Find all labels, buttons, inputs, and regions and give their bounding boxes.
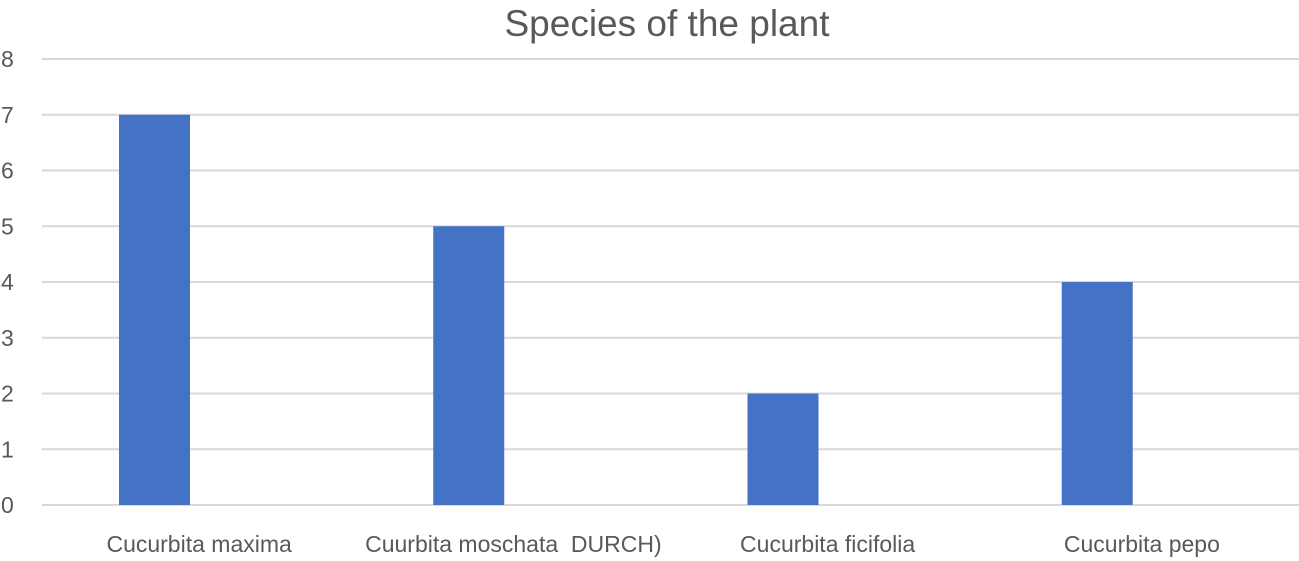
x-category-label: Cucurbita maxima — [106, 531, 292, 557]
y-tick-label: 0 — [1, 492, 14, 518]
bar — [1061, 282, 1133, 505]
y-tick-label: 8 — [1, 46, 14, 72]
bars — [118, 114, 1133, 505]
bar — [118, 114, 190, 505]
bar — [433, 226, 505, 505]
y-tick-label: 6 — [1, 158, 14, 184]
x-category-label: Cucurbita ficifolia — [740, 531, 915, 557]
x-axis-category-labels: Cucurbita maxima Cuurbita moschata DURCH)… — [106, 531, 1219, 557]
x-category-label: Cuurbita moschata DURCH) — [365, 531, 662, 557]
y-tick-label: 4 — [1, 269, 14, 295]
bar — [747, 393, 819, 505]
y-tick-label: 7 — [1, 102, 14, 128]
x-category-label: Cucurbita pepo — [1064, 531, 1220, 557]
y-tick-label: 2 — [1, 381, 14, 407]
y-tick-label: 1 — [1, 436, 14, 462]
chart-title: Species of the plant — [505, 3, 831, 44]
y-tick-label: 3 — [1, 325, 14, 351]
y-axis-tick-labels: 0 1 2 3 4 5 6 7 8 — [1, 46, 14, 518]
gridlines — [42, 58, 1299, 506]
y-tick-label: 5 — [1, 213, 14, 239]
